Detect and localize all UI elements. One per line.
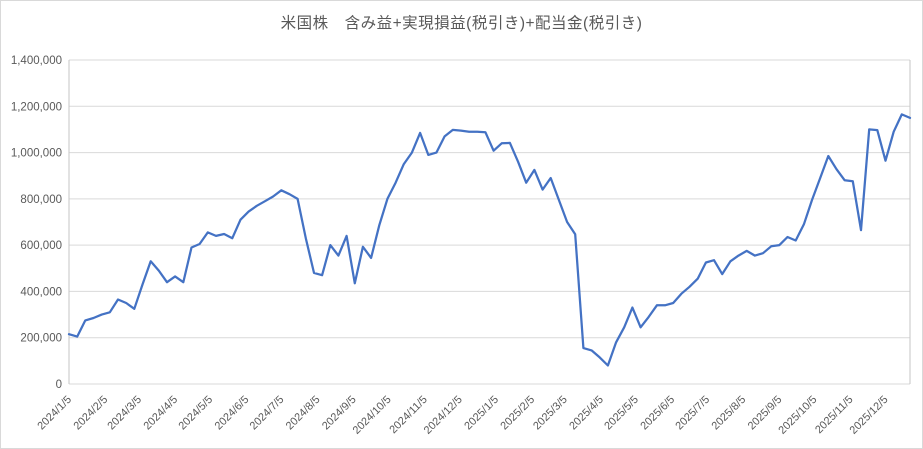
x-tick-label: 2025/8/5	[710, 394, 749, 433]
x-tick-label: 2024/2/5	[72, 394, 111, 433]
y-tick-label: 1,400,000	[11, 55, 62, 67]
y-tick-label: 0	[56, 379, 62, 391]
x-tick-label: 2025/10/5	[776, 394, 819, 437]
y-tick-label: 400,000	[20, 286, 62, 298]
x-tick-label: 2024/3/5	[105, 394, 144, 433]
x-tick-label: 2024/12/5	[422, 394, 465, 437]
y-tick-label: 800,000	[20, 194, 62, 206]
y-tick-label: 1,200,000	[11, 101, 62, 113]
x-tick-label: 2024/4/5	[141, 394, 180, 433]
x-tick-label: 2025/7/5	[673, 394, 712, 433]
chart-title: 米国株 含み益+実現損益(税引き)+配当金(税引き)	[280, 15, 643, 32]
x-tick-label: 2025/5/5	[602, 394, 641, 433]
x-tick-label: 2025/1/5	[462, 394, 501, 433]
line-series	[67, 113, 912, 367]
x-tick-label: 2024/8/5	[284, 394, 323, 433]
y-tick-label: 1,000,000	[11, 148, 62, 160]
x-tick-label: 2025/4/5	[567, 394, 606, 433]
x-tick-label: 2024/7/5	[248, 394, 287, 433]
x-tick-label: 2024/6/5	[213, 394, 252, 433]
x-tick-label: 2024/5/5	[176, 394, 215, 433]
x-tick-label: 2025/2/5	[498, 394, 537, 433]
y-tick-label: 200,000	[20, 333, 62, 345]
x-tick-label: 2024/10/5	[351, 394, 394, 437]
x-tick-label: 2025/3/5	[531, 394, 570, 433]
x-tick-label: 2025/12/5	[848, 394, 891, 437]
x-tick-label: 2025/6/5	[638, 394, 677, 433]
x-tick-label: 2024/1/5	[35, 394, 74, 433]
y-tick-label: 600,000	[20, 240, 62, 252]
